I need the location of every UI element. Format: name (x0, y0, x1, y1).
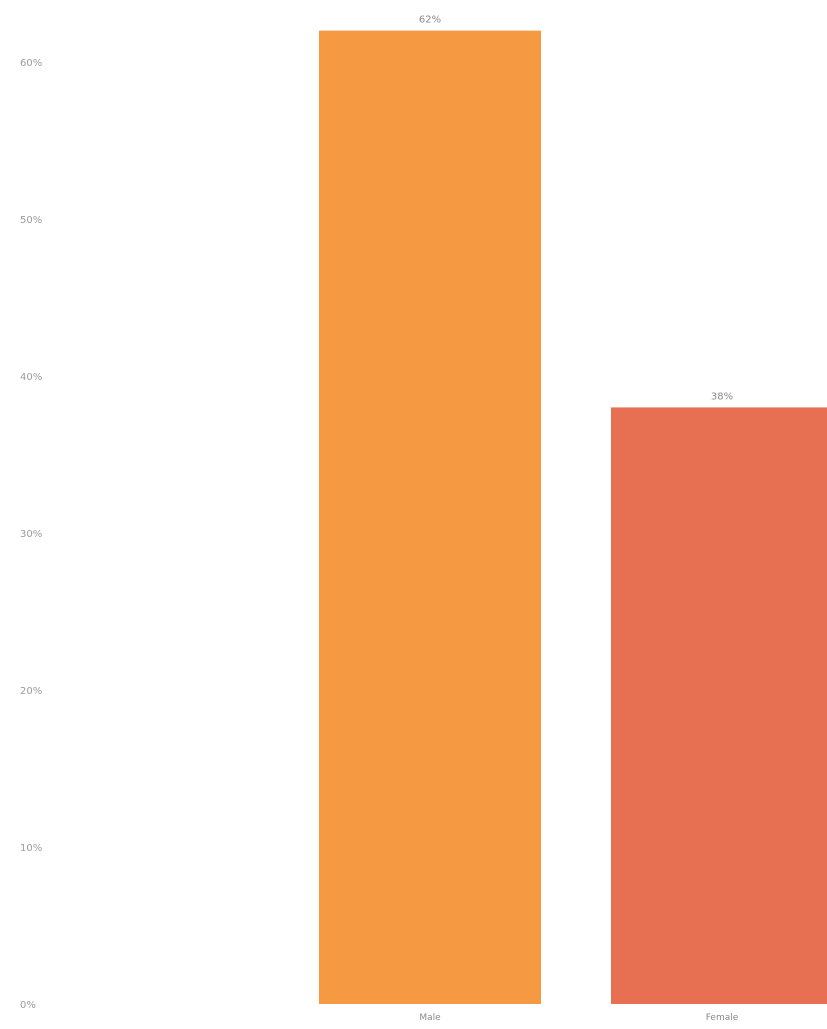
bars-group (319, 30, 827, 1005)
y-axis: 0% 10% 20% 30% 40% 50% 60% (20, 58, 42, 1011)
bar-female[interactable] (611, 407, 827, 1004)
x-category-label: Male (419, 1013, 441, 1023)
y-tick-label: 0% (20, 1000, 36, 1011)
data-label-male: 62% (419, 15, 441, 26)
y-tick-label: 40% (20, 372, 42, 383)
x-category-label: Female (706, 1013, 739, 1023)
data-labels-group: 62% 38% (419, 15, 733, 403)
y-tick-label: 20% (20, 686, 42, 697)
data-label-female: 38% (711, 391, 733, 402)
y-tick-label: 50% (20, 215, 42, 226)
y-tick-label: 10% (20, 843, 42, 854)
y-tick-label: 60% (20, 58, 42, 69)
bar-male[interactable] (319, 30, 541, 1005)
y-tick-label: 30% (20, 529, 42, 540)
x-axis: Male Female (419, 1013, 738, 1023)
